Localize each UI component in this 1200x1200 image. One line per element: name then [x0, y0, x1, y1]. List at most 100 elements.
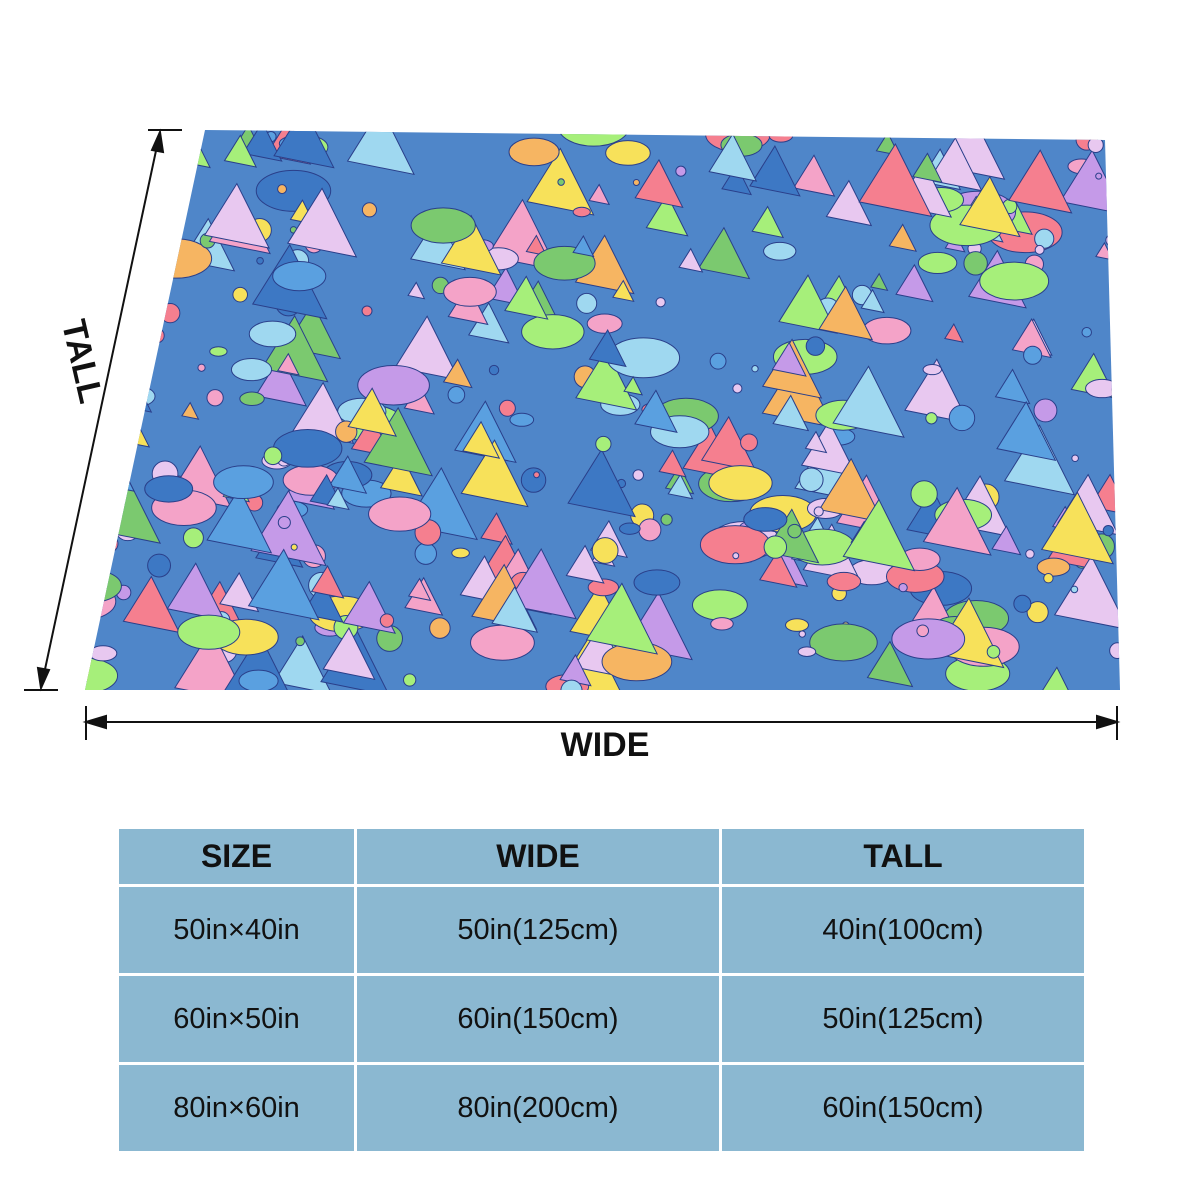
pattern-shape — [1121, 142, 1129, 150]
pattern-shape — [768, 130, 794, 143]
pattern-shape — [115, 385, 156, 408]
pattern-shape — [322, 626, 376, 681]
pattern-shape — [272, 261, 327, 292]
pattern-shape — [286, 187, 358, 258]
pattern-shape — [818, 457, 884, 523]
pattern-shape — [591, 537, 619, 564]
pattern-shape — [144, 475, 194, 503]
header-cell: TALL — [722, 829, 1084, 884]
pattern-shape — [605, 140, 651, 166]
pattern-shape — [667, 473, 694, 500]
pattern-shape — [612, 279, 635, 303]
pattern-shape — [732, 552, 740, 560]
pattern-shape — [632, 178, 640, 187]
pattern-shape — [963, 251, 988, 276]
pattern-shape — [149, 327, 165, 344]
pattern-shape — [85, 657, 119, 690]
pattern-shape — [922, 363, 943, 376]
pattern-shape — [799, 467, 824, 492]
pattern-shape — [917, 251, 958, 275]
pattern-shape — [792, 154, 836, 197]
pattern-shape — [85, 582, 117, 621]
pattern-shape — [363, 406, 433, 477]
pattern-shape — [891, 618, 966, 660]
pattern-shape — [818, 285, 874, 341]
pattern-shape — [414, 542, 438, 565]
pattern-shape — [238, 669, 279, 690]
pattern-shape — [560, 679, 583, 690]
pattern-shape — [247, 548, 320, 621]
pattern-shape — [85, 138, 98, 160]
header-cell: SIZE — [119, 829, 354, 884]
pattern-shape — [1034, 244, 1045, 255]
pattern-shape — [122, 575, 181, 634]
pattern-shape — [509, 412, 535, 427]
pattern-shape — [557, 178, 565, 186]
pattern-shape — [895, 263, 934, 303]
pattern-shape — [709, 352, 727, 370]
pattern-shape — [533, 245, 596, 281]
size-table: SIZE WIDE TALL 50in×40in 50in(125cm) 40in(100… — [119, 829, 1084, 1151]
pattern-shape — [361, 202, 378, 218]
table-cell: 60in(150cm) — [357, 976, 719, 1062]
pattern-shape — [634, 389, 678, 433]
pattern-shape — [710, 617, 734, 631]
pattern-shape — [708, 132, 758, 182]
pattern-shape — [557, 130, 630, 147]
pattern-shape — [239, 391, 265, 406]
pattern-shape — [209, 346, 228, 357]
pattern-shape — [565, 544, 605, 584]
pattern-shape — [1043, 573, 1054, 584]
pattern-shape — [567, 448, 636, 518]
pattern-shape — [85, 552, 108, 575]
pattern-shape — [804, 430, 828, 454]
pattern-shape — [572, 206, 591, 218]
pattern-shape — [633, 569, 681, 596]
tall-arrow-line — [40, 131, 161, 689]
arrowhead — [82, 714, 107, 730]
pattern-shape — [326, 486, 350, 511]
pattern-shape — [991, 525, 1022, 556]
pattern-shape — [521, 314, 585, 350]
pattern-shape — [778, 274, 838, 334]
pattern-shape — [1081, 326, 1092, 338]
pattern-shape — [85, 188, 93, 202]
pattern-shape — [520, 467, 547, 493]
pattern-shape — [256, 256, 264, 265]
tall-label: TALL — [54, 316, 110, 407]
pattern-shape — [219, 571, 260, 613]
pattern-shape — [147, 553, 172, 578]
pattern-shape — [994, 368, 1031, 405]
pattern-shape — [273, 130, 335, 169]
pattern-shape — [587, 578, 620, 597]
pattern-shape — [826, 571, 862, 592]
pattern-shape — [232, 286, 249, 303]
pattern-shape — [655, 297, 666, 308]
pattern-shape — [203, 182, 270, 249]
pattern-shape — [772, 394, 810, 432]
pattern-shape — [181, 401, 200, 420]
table-cell: 80in(200cm) — [357, 1065, 719, 1151]
pattern-shape — [451, 547, 470, 559]
pattern-shape — [1008, 149, 1073, 214]
pattern-shape — [588, 183, 611, 206]
pattern-shape — [1033, 398, 1058, 423]
pattern-shape — [379, 613, 395, 628]
pattern-shape — [310, 565, 345, 599]
pattern-shape — [910, 480, 938, 508]
pattern-shape — [785, 618, 809, 632]
pattern-shape — [1116, 240, 1120, 261]
tall-dimension — [24, 128, 182, 692]
pattern-shape — [959, 175, 1021, 238]
pattern-shape — [1025, 549, 1035, 559]
pattern-shape — [85, 262, 118, 326]
pattern-shape — [403, 673, 417, 687]
pattern-shape — [740, 433, 758, 452]
pattern-shape — [697, 226, 751, 280]
pattern-shape — [88, 645, 118, 662]
pattern-shape — [504, 275, 549, 320]
pattern-shape — [809, 623, 878, 662]
pattern-shape — [771, 341, 807, 377]
pattern-shape — [678, 247, 704, 273]
